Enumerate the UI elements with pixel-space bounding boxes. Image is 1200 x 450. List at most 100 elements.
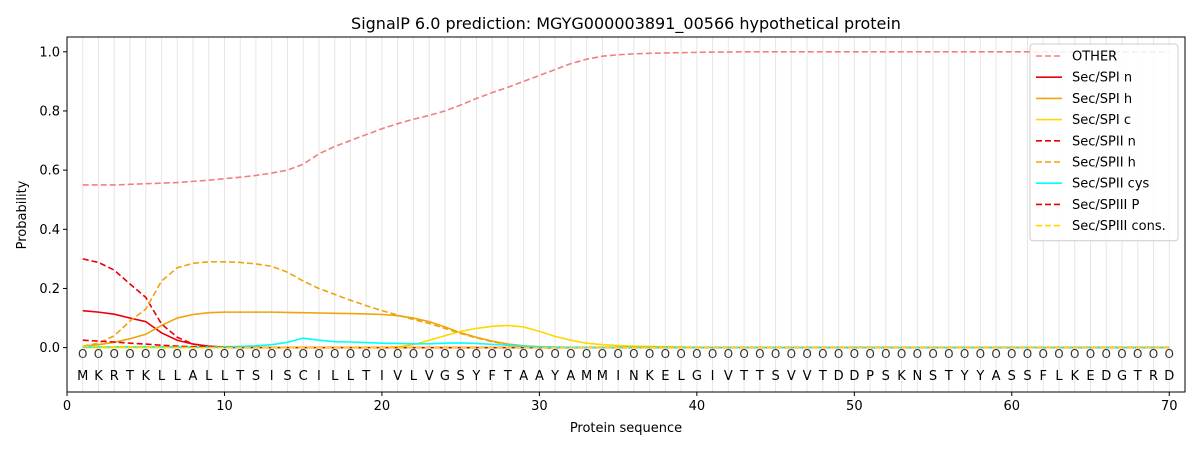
residue-letter: C — [299, 369, 308, 384]
region-label: O — [1023, 347, 1032, 361]
region-label: O — [787, 347, 796, 361]
residue-letter: L — [677, 369, 685, 384]
region-label: O — [976, 347, 985, 361]
residue-letter: Y — [975, 369, 984, 384]
region-label: O — [440, 347, 449, 361]
residue-letter: R — [110, 369, 119, 384]
sequence-track: OMOKOROTOKOLOLOAOLOLOTOSOIOSOCOIOLOLOTOI… — [77, 347, 1174, 384]
y-axis-ticks: 0.0 0.2 0.4 0.6 0.8 1.0 — [39, 45, 67, 356]
region-label: O — [645, 347, 654, 361]
residue-letter: V — [787, 369, 796, 384]
residue-letter: Y — [471, 369, 480, 384]
residue-letter: S — [1023, 369, 1031, 384]
residue-letter: T — [1133, 369, 1142, 384]
region-label: O — [881, 347, 890, 361]
residue-letter: L — [174, 369, 182, 384]
residue-letter: E — [1086, 369, 1094, 384]
grid-lines — [82, 37, 1170, 392]
region-label: O — [424, 347, 433, 361]
y-tick-label: 0.6 — [39, 164, 60, 179]
residue-letter: L — [347, 369, 355, 384]
region-label: O — [818, 347, 827, 361]
region-label: O — [393, 347, 402, 361]
region-label: O — [629, 347, 638, 361]
residue-letter: D — [849, 369, 859, 384]
residue-letter: N — [912, 369, 922, 384]
residue-letter: T — [944, 369, 953, 384]
residue-letter: M — [581, 369, 592, 384]
legend-label: Sec/SPI c — [1072, 113, 1131, 128]
x-tick-label: 70 — [1161, 399, 1178, 414]
legend-label: Sec/SPI h — [1072, 92, 1132, 107]
y-tick-label: 0.8 — [39, 104, 60, 119]
x-tick-label: 60 — [1004, 399, 1021, 414]
region-label: O — [724, 347, 733, 361]
region-label: O — [78, 347, 87, 361]
series-line-sec-spi-h — [82, 311, 1170, 349]
residue-letter: V — [393, 369, 402, 384]
residue-letter: V — [803, 369, 812, 384]
series-line-sec-spii-h — [82, 261, 1170, 349]
residue-letter: L — [1055, 369, 1063, 384]
region-label: O — [125, 347, 134, 361]
x-tick-label: 50 — [846, 399, 863, 414]
residue-letter: I — [270, 369, 274, 384]
region-label: O — [472, 347, 481, 361]
residue-letter: D — [834, 369, 844, 384]
legend-label: OTHER — [1072, 50, 1117, 65]
region-label: O — [172, 347, 181, 361]
residue-letter: T — [361, 369, 370, 384]
region-label: O — [235, 347, 244, 361]
region-label: O — [141, 347, 150, 361]
residue-letter: F — [488, 369, 495, 384]
residue-letter: D — [1164, 369, 1174, 384]
residue-letter: N — [629, 369, 639, 384]
region-label: O — [1086, 347, 1095, 361]
x-tick-label: 10 — [216, 399, 233, 414]
residue-letter: S — [1008, 369, 1016, 384]
residue-letter: A — [519, 369, 528, 384]
residue-letter: S — [252, 369, 260, 384]
region-label: O — [283, 347, 292, 361]
residue-letter: T — [503, 369, 512, 384]
residue-letter: S — [283, 369, 291, 384]
region-label: O — [913, 347, 922, 361]
residue-letter: D — [1101, 369, 1111, 384]
region-label: O — [566, 347, 575, 361]
region-label: O — [361, 347, 370, 361]
y-axis-label: Probability — [15, 180, 30, 249]
region-label: O — [456, 347, 465, 361]
x-tick-label: 40 — [689, 399, 706, 414]
residue-letter: S — [929, 369, 937, 384]
residue-letter: I — [317, 369, 321, 384]
region-label: O — [598, 347, 607, 361]
chart-title: SignalP 6.0 prediction: MGYG000003891_00… — [351, 14, 901, 34]
residue-letter: I — [616, 369, 620, 384]
y-tick-label: 0.2 — [39, 282, 60, 297]
residue-letter: K — [141, 369, 150, 384]
residue-letter: I — [711, 369, 715, 384]
x-tick-label: 30 — [531, 399, 548, 414]
residue-letter: M — [77, 369, 88, 384]
residue-letter: R — [1149, 369, 1158, 384]
region-label: O — [188, 347, 197, 361]
residue-letter: A — [566, 369, 575, 384]
series-line-sec-spii-n — [82, 258, 1170, 349]
residue-letter: E — [661, 369, 669, 384]
legend-label: Sec/SPII n — [1072, 134, 1136, 149]
residue-letter: V — [724, 369, 733, 384]
x-tick-label: 20 — [374, 399, 391, 414]
residue-letter: T — [755, 369, 764, 384]
region-label: O — [377, 347, 386, 361]
region-label: O — [487, 347, 496, 361]
x-tick-label: 0 — [63, 399, 71, 414]
residue-letter: A — [535, 369, 544, 384]
legend-label: Sec/SPII h — [1072, 156, 1136, 171]
region-label: O — [267, 347, 276, 361]
region-label: O — [1165, 347, 1174, 361]
region-label: O — [676, 347, 685, 361]
region-label: O — [834, 347, 843, 361]
region-label: O — [1133, 347, 1142, 361]
residue-letter: G — [440, 369, 450, 384]
